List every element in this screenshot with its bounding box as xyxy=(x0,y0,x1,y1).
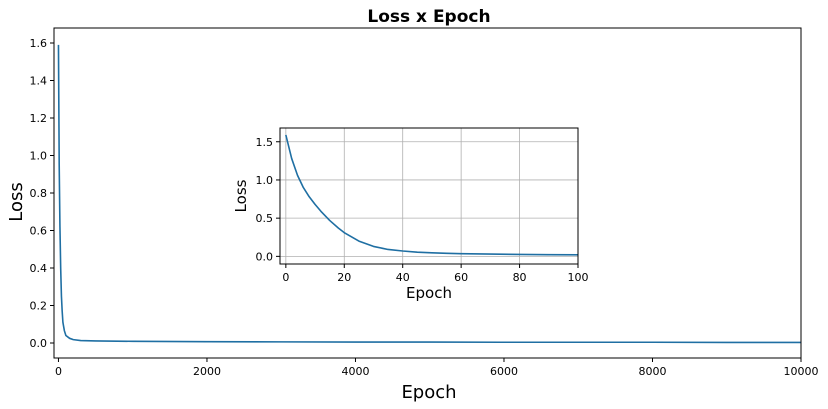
x-axis-label: Epoch xyxy=(401,382,456,403)
y-axis-label: Loss xyxy=(6,182,27,221)
inset-y-tick-label: 1.0 xyxy=(256,174,274,187)
x-tick-label: 4000 xyxy=(341,365,369,378)
y-tick-label: 1.0 xyxy=(30,150,48,163)
inset-y-tick-label: 0.5 xyxy=(256,212,274,225)
x-tick-label: 8000 xyxy=(638,365,666,378)
y-tick-label: 0.2 xyxy=(30,300,48,313)
inset-x-tick-label: 40 xyxy=(396,271,410,284)
inset-plot-area xyxy=(280,128,578,264)
x-tick-label: 2000 xyxy=(193,365,221,378)
inset-plot: 0 20 40 60 80 100 0.0 0.5 1.0 1.5 xyxy=(256,127,589,284)
x-tick-label: 6000 xyxy=(490,365,518,378)
inset-x-tick-label: 80 xyxy=(513,271,527,284)
y-tick-label: 1.6 xyxy=(30,37,48,50)
inset-x-axis-label: Epoch xyxy=(406,284,452,302)
y-tick-label: 1.2 xyxy=(30,112,48,125)
inset-x-tick-label: 20 xyxy=(337,271,351,284)
x-tick-label: 10000 xyxy=(784,365,819,378)
inset-axes-frame xyxy=(279,127,579,265)
y-tick-label: 0.0 xyxy=(30,337,48,350)
inset-series-line xyxy=(285,134,579,256)
x-tick-label: 0 xyxy=(55,365,62,378)
y-tick-label: 1.4 xyxy=(30,75,48,88)
chart-title: Loss x Epoch xyxy=(367,7,490,27)
series-line xyxy=(57,44,801,344)
inset-x-tick-label: 0 xyxy=(282,271,289,284)
inset-y-axis-label: Loss xyxy=(232,179,250,212)
inset-x-tick-label: 60 xyxy=(454,271,468,284)
inset-x-tick-label: 100 xyxy=(568,271,589,284)
y-tick-label: 0.8 xyxy=(30,187,48,200)
inset-y-tick-label: 0.0 xyxy=(256,250,274,263)
y-tick-label: 0.4 xyxy=(30,262,48,275)
y-tick-label: 0.6 xyxy=(30,225,48,238)
inset-y-tick-label: 1.5 xyxy=(256,136,274,149)
